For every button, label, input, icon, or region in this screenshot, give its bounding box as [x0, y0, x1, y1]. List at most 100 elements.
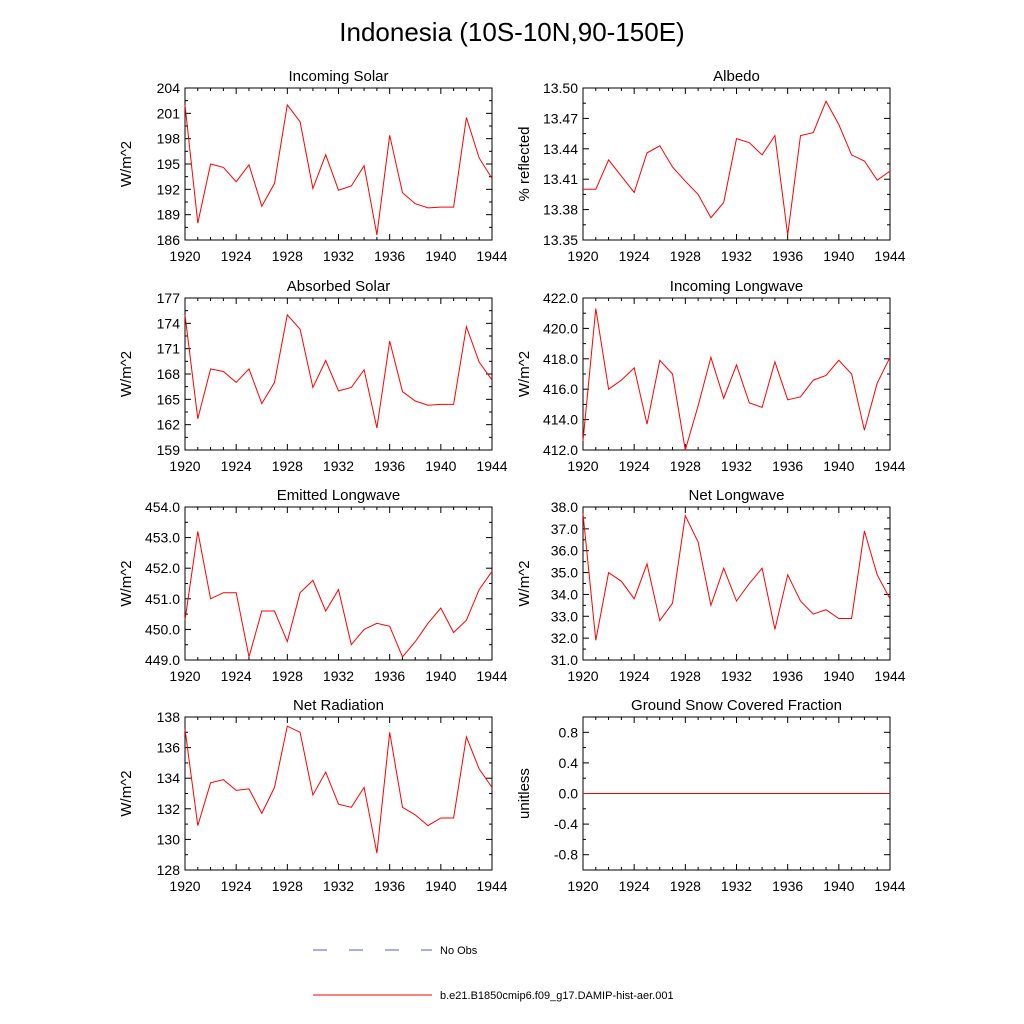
x-tick-label: 1940: [425, 458, 456, 474]
y-tick-label: 0.0: [559, 786, 579, 802]
y-axis-label: unitless: [516, 768, 533, 819]
plot-frame: [184, 716, 493, 871]
x-tick-label: 1924: [619, 248, 650, 264]
x-tick-label: 1944: [874, 248, 905, 264]
x-tick-label: 1928: [272, 878, 303, 894]
x-tick-label: 1940: [823, 248, 854, 264]
plot-frame: [184, 297, 493, 451]
x-tick-label: 1928: [272, 458, 303, 474]
y-tick-label: 422.0: [543, 290, 578, 306]
panel-4: 412.0 414.0 416.0 418.0 420.0 422.0 1920 1924 19…: [516, 278, 906, 474]
y-tick-label: 454.0: [145, 499, 180, 515]
y-tick-label: 34.0: [551, 586, 578, 602]
y-tick-label: 412.0: [543, 442, 578, 458]
y-tick-label: 0.4: [559, 755, 579, 771]
y-tick-label: 132: [157, 801, 181, 817]
plot-frame: [184, 87, 493, 241]
x-tick-label: 1932: [323, 248, 354, 264]
x-tick-label: 1944: [874, 878, 905, 894]
y-tick-label: 177: [157, 290, 181, 306]
panel-title: Incoming Solar: [288, 68, 388, 85]
y-tick-label: 35.0: [551, 565, 578, 581]
y-tick-label: 420.0: [543, 320, 578, 336]
panel-title: Albedo: [713, 68, 760, 85]
x-tick-label: 1932: [721, 458, 752, 474]
x-tick-label: 1940: [823, 878, 854, 894]
y-tick-label: 449.0: [145, 652, 180, 668]
panel-2: 13.35 13.38 13.41 13.44 13.47 13.50 1920 1924 19…: [516, 68, 906, 264]
x-tick-label: 1936: [772, 668, 803, 684]
x-tick-label: 1928: [272, 248, 303, 264]
y-tick-label: 198: [157, 131, 181, 147]
x-tick-label: 1940: [425, 878, 456, 894]
panel-5: 449.0 450.0 451.0 452.0 453.0 454.0 1920 1924 19…: [118, 487, 508, 684]
y-tick-label: -0.4: [554, 816, 578, 832]
x-tick-label: 1940: [425, 248, 456, 264]
x-tick-label: 1924: [619, 878, 650, 894]
x-tick-label: 1924: [221, 248, 252, 264]
series-line: [184, 725, 493, 854]
y-tick-label: 201: [157, 105, 181, 121]
x-tick-label: 1936: [772, 248, 803, 264]
panel-6: 31.0 32.0 33.0 34.0 35.0 36.0 37.0 38.0 1920 1924…: [516, 487, 906, 684]
x-tick-label: 1936: [374, 668, 405, 684]
y-axis-label: W/m^2: [516, 351, 533, 397]
x-tick-label: 1944: [476, 668, 507, 684]
y-tick-label: 13.44: [543, 141, 578, 157]
legend-obs-label: No Obs: [440, 945, 478, 957]
x-tick-label: 1940: [425, 668, 456, 684]
x-tick-label: 1928: [272, 668, 303, 684]
x-tick-label: 1920: [169, 878, 200, 894]
y-tick-label: 13.35: [543, 232, 578, 248]
y-tick-label: 453.0: [145, 530, 180, 546]
y-axis-label: % reflected: [516, 126, 533, 201]
panel-title: Emitted Longwave: [277, 487, 400, 504]
y-axis-label: W/m^2: [118, 141, 135, 187]
panel-title: Net Longwave: [689, 487, 785, 504]
y-tick-label: 162: [157, 417, 181, 433]
x-tick-label: 1944: [874, 668, 905, 684]
y-tick-label: 192: [157, 181, 181, 197]
y-tick-label: 204: [157, 80, 181, 96]
plot-frame: [582, 506, 891, 661]
x-tick-label: 1936: [374, 248, 405, 264]
y-tick-label: 418.0: [543, 351, 578, 367]
y-tick-label: 134: [157, 770, 181, 786]
y-tick-label: 0.8: [559, 724, 579, 740]
y-axis-label: W/m^2: [516, 560, 533, 606]
x-tick-label: 1928: [670, 878, 701, 894]
series-line: [582, 308, 891, 451]
panel-8: -0.8 -0.4 0.0 0.4 0.8 1920 1924 1928 1932 1936 194…: [516, 697, 906, 894]
panel-title: Net Radiation: [293, 697, 384, 714]
x-tick-label: 1932: [721, 668, 752, 684]
x-tick-label: 1920: [567, 878, 598, 894]
y-tick-label: 13.38: [543, 202, 578, 218]
y-tick-label: 168: [157, 366, 181, 382]
figure-title: Indonesia (10S-10N,90-150E): [339, 17, 684, 47]
x-tick-label: 1928: [670, 248, 701, 264]
x-tick-label: 1924: [221, 668, 252, 684]
y-tick-label: 130: [157, 831, 181, 847]
x-tick-label: 1920: [567, 668, 598, 684]
x-tick-label: 1936: [772, 458, 803, 474]
x-tick-label: 1920: [169, 458, 200, 474]
y-tick-label: 174: [157, 315, 181, 331]
x-tick-label: 1932: [721, 878, 752, 894]
y-tick-label: 138: [157, 709, 181, 725]
y-tick-label: 13.50: [543, 80, 578, 96]
y-tick-label: 128: [157, 862, 181, 878]
panel-title: Ground Snow Covered Fraction: [631, 697, 842, 714]
x-tick-label: 1936: [374, 878, 405, 894]
x-tick-label: 1928: [670, 458, 701, 474]
x-tick-label: 1944: [476, 458, 507, 474]
plot-frame: [582, 87, 891, 241]
x-tick-label: 1920: [169, 248, 200, 264]
plot-frame: [582, 297, 891, 451]
plot-frame: [184, 506, 493, 661]
x-tick-label: 1920: [567, 248, 598, 264]
legend: No Obs b.e21.B1850cmip6.f09_g17.DAMIP-hi…: [313, 945, 674, 1002]
x-tick-label: 1936: [772, 878, 803, 894]
y-tick-label: 414.0: [543, 412, 578, 428]
y-tick-label: 13.47: [543, 110, 578, 126]
